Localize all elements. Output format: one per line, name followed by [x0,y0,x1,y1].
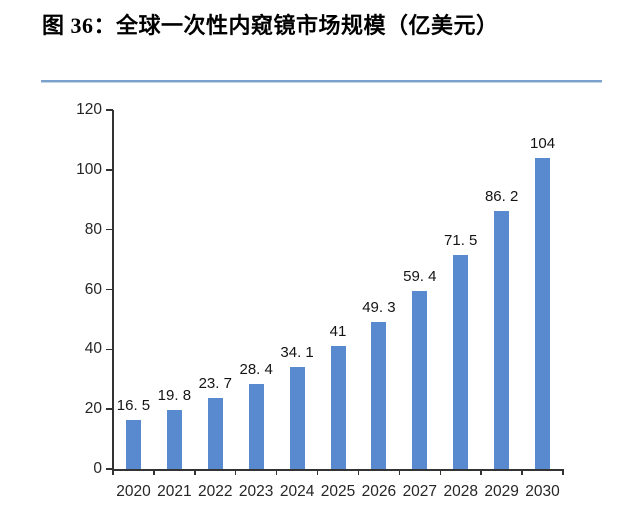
y-tick [106,109,113,111]
bar-value-label: 49. 3 [362,298,396,316]
y-tick [106,288,113,291]
x-tick [521,469,523,475]
bar-value-label: 71. 5 [444,232,478,250]
y-tick [106,228,113,231]
y-tick-label: 120 [76,101,102,118]
bar-value-label: 16. 5 [116,396,151,414]
y-tick-label: 100 [76,160,102,178]
bar-2023 [248,384,264,469]
x-axis-label: 2027 [402,483,438,500]
bar-2027 [412,291,428,469]
bar-value-label: 104 [530,134,556,152]
x-axis-label: 2020 [116,483,151,500]
x-tick [316,469,319,475]
y-tick [106,348,113,351]
bar-2028 [453,255,469,469]
bar-2022 [207,398,223,469]
bar-value-label: 19. 8 [157,386,192,404]
bar-value-label: 41 [329,323,347,341]
bar-2020 [125,419,141,469]
bar-value-label: 86. 2 [484,188,519,206]
x-axis-line [112,469,564,471]
x-tick [439,469,442,475]
title-separator-line [41,80,602,83]
x-axis-label: 2028 [443,483,478,500]
y-tick-label: 40 [84,340,102,358]
y-tick-label: 0 [93,460,102,477]
x-axis-label: 2029 [484,483,519,500]
x-axis-label: 2022 [198,483,233,500]
bar-value-label: 34. 1 [280,343,314,361]
bar-2025 [330,346,346,469]
bar-value-label: 23. 7 [198,375,232,393]
bar-2024 [289,366,305,469]
bar-2029 [494,211,510,469]
x-axis-label: 2023 [238,483,274,500]
y-tick [106,408,113,410]
y-tick-label: 20 [84,400,102,418]
bar-value-label: 28. 4 [239,361,273,379]
x-tick [357,469,360,475]
x-tick [480,469,482,475]
x-tick [153,469,155,475]
x-tick [562,469,564,475]
bar-2026 [371,321,387,469]
x-tick [112,469,114,475]
bar-value-label: 59. 4 [403,268,437,286]
x-tick [194,469,196,475]
y-tick-label: 60 [84,280,102,298]
bar-2021 [166,409,182,469]
x-axis-label: 2026 [361,483,397,500]
y-tick-label: 80 [84,220,102,238]
figure-title: 图 36：全球一次性内窥镜市场规模（亿美元） [42,13,499,38]
x-axis-label: 2030 [525,483,560,500]
x-tick [398,469,401,475]
x-axis-label: 2025 [320,483,356,500]
x-tick [275,469,278,475]
bar-2030 [535,157,551,469]
x-axis-label: 2021 [157,483,192,500]
x-axis-label: 2024 [279,483,315,500]
y-tick [106,169,113,171]
x-tick [234,469,237,475]
y-tick [106,468,113,470]
